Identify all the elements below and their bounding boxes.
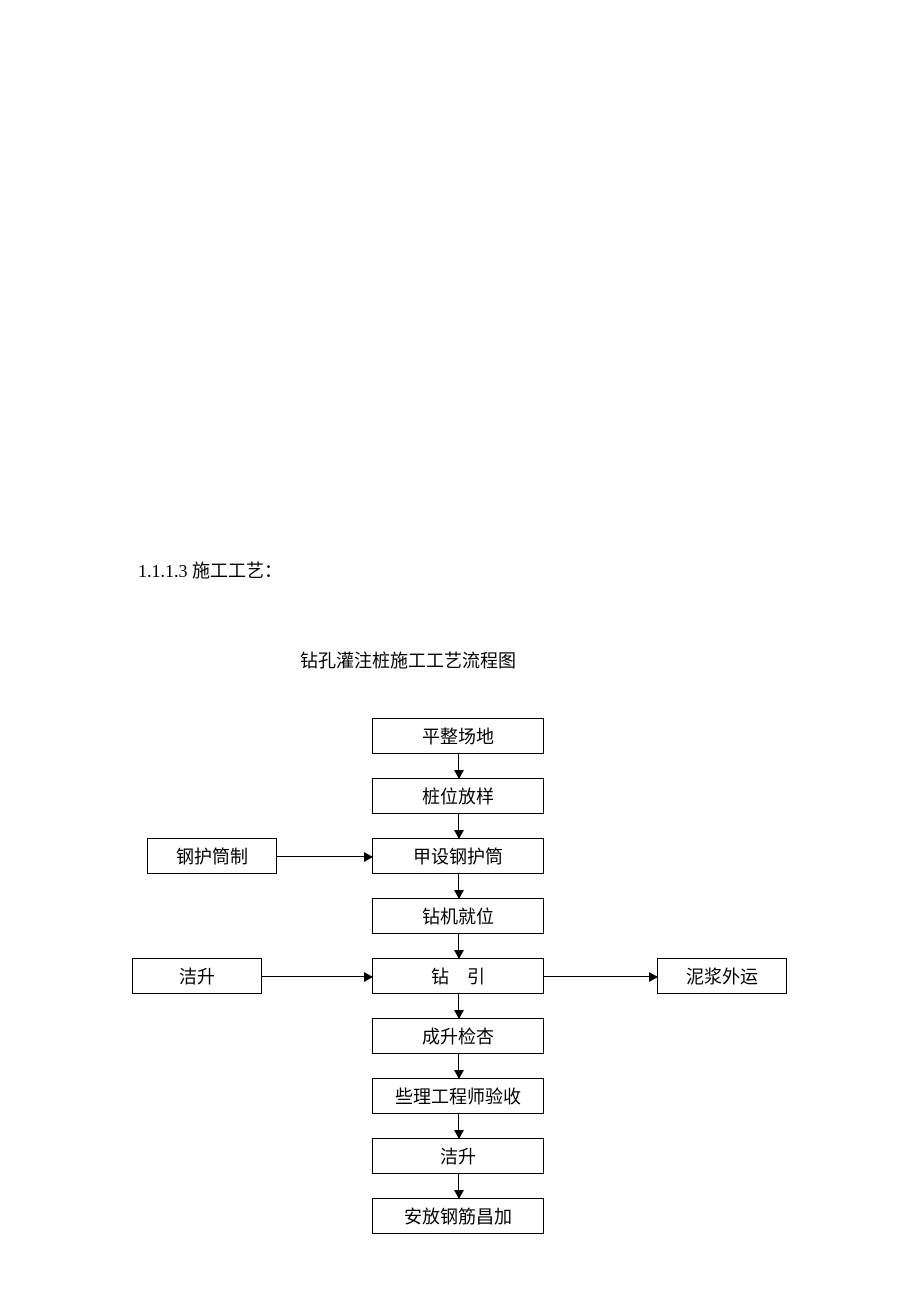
flow-node-label: 甲设钢护筒 xyxy=(413,843,503,869)
flow-node-n8: 洁升 xyxy=(372,1138,544,1174)
flow-arrow xyxy=(262,976,372,977)
flow-node-label: 钻机就位 xyxy=(422,903,494,929)
flow-node-n1: 平整场地 xyxy=(372,718,544,754)
flow-arrow xyxy=(277,856,372,857)
flow-node-n5: 钻 引 xyxy=(372,958,544,994)
flow-arrow xyxy=(458,1174,459,1198)
flow-node-label: 钢护筒制 xyxy=(176,843,248,869)
flow-node-label: 平整场地 xyxy=(422,723,494,749)
flow-node-label: 洁升 xyxy=(440,1143,476,1169)
flow-node-s3: 泥浆外运 xyxy=(657,958,787,994)
flow-node-label: 些理工程师验收 xyxy=(395,1083,521,1109)
flow-node-n4: 钻机就位 xyxy=(372,898,544,934)
flow-node-n3: 甲设钢护筒 xyxy=(372,838,544,874)
flow-node-s2: 洁升 xyxy=(132,958,262,994)
flow-node-s1: 钢护筒制 xyxy=(147,838,277,874)
flow-arrow xyxy=(458,934,459,958)
flow-arrow xyxy=(458,994,459,1018)
flowchart-title: 钻孔灌注桩施工工艺流程图 xyxy=(300,647,516,673)
flow-node-label: 钻 引 xyxy=(431,963,485,989)
flow-arrow xyxy=(544,976,657,977)
flow-arrow xyxy=(458,814,459,838)
flow-node-n2: 桩位放样 xyxy=(372,778,544,814)
flow-node-label: 桩位放样 xyxy=(422,783,494,809)
flow-arrow xyxy=(458,1114,459,1138)
flowchart: 平整场地桩位放样甲设钢护筒钻机就位钻 引成升检杏些理工程师验收洁升安放钢筋昌加钢… xyxy=(0,718,920,1298)
section-number: 1.1.1.3 xyxy=(138,561,188,581)
section-label: 施工工艺： xyxy=(192,561,282,581)
flow-node-label: 洁升 xyxy=(179,963,215,989)
flow-node-n9: 安放钢筋昌加 xyxy=(372,1198,544,1234)
flow-arrow xyxy=(458,1054,459,1078)
flow-arrow xyxy=(458,754,459,778)
section-heading: 1.1.1.3 施工工艺： xyxy=(138,557,282,583)
flow-node-label: 泥浆外运 xyxy=(686,963,758,989)
flow-node-n7: 些理工程师验收 xyxy=(372,1078,544,1114)
flow-node-label: 成升检杏 xyxy=(422,1023,494,1049)
flow-arrow xyxy=(458,874,459,898)
flow-node-label: 安放钢筋昌加 xyxy=(404,1203,512,1229)
flow-node-n6: 成升检杏 xyxy=(372,1018,544,1054)
